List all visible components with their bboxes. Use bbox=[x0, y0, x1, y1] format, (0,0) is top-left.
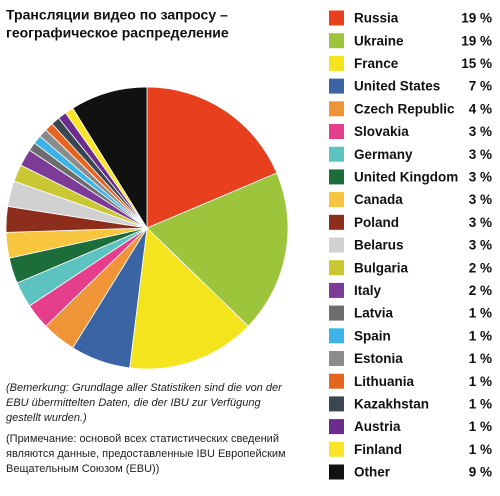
legend-label: Russia bbox=[354, 11, 399, 26]
legend-label: Finland bbox=[354, 442, 402, 457]
legend-swatch bbox=[329, 101, 344, 117]
legend-swatch bbox=[329, 237, 344, 253]
legend-swatch bbox=[329, 373, 344, 389]
legend-label: Spain bbox=[354, 328, 391, 343]
value-label: 2 % bbox=[469, 260, 492, 275]
value-label: 2 % bbox=[469, 283, 492, 298]
legend-swatch bbox=[329, 78, 344, 94]
value-label: 1 % bbox=[469, 306, 492, 321]
value-label: 3 % bbox=[469, 124, 492, 139]
legend-label: Italy bbox=[354, 283, 382, 298]
legend-swatch bbox=[329, 33, 344, 49]
value-label: 1 % bbox=[469, 351, 492, 366]
legend-label: France bbox=[354, 56, 399, 71]
legend-label: Kazakhstan bbox=[354, 396, 429, 411]
legend-label: Germany bbox=[354, 147, 413, 162]
legend-label: Estonia bbox=[354, 351, 403, 366]
legend-label: Latvia bbox=[354, 306, 394, 321]
value-label: 1 % bbox=[469, 442, 492, 457]
legend-label: Austria bbox=[354, 419, 401, 434]
chart-title: Трансляции видео по запросу – bbox=[6, 7, 228, 23]
legend-swatch bbox=[329, 351, 344, 366]
legend-swatch bbox=[329, 419, 344, 435]
value-label: 1 % bbox=[469, 419, 492, 434]
pie-slice bbox=[146, 86, 278, 229]
value-label: 4 % bbox=[469, 101, 492, 116]
value-label: 3 % bbox=[469, 215, 492, 230]
value-label: 19 % bbox=[461, 33, 492, 48]
value-label: 15 % bbox=[461, 56, 492, 71]
pie-slice bbox=[72, 86, 148, 230]
value-label: 1 % bbox=[469, 328, 492, 343]
legend-label: United States bbox=[354, 79, 440, 94]
legend-swatch bbox=[329, 282, 344, 298]
legend-swatch bbox=[329, 146, 344, 162]
legend-swatch bbox=[329, 169, 344, 185]
legend-swatch bbox=[329, 260, 344, 276]
legend-swatch bbox=[329, 328, 344, 344]
value-label: 3 % bbox=[469, 147, 492, 162]
legend-swatch bbox=[329, 305, 344, 321]
legend-swatch bbox=[329, 214, 344, 230]
value-label: 7 % bbox=[469, 79, 492, 94]
legend-swatch bbox=[329, 192, 344, 208]
chart-title: географическое распределение bbox=[6, 25, 229, 41]
legend-label: Ukraine bbox=[354, 33, 404, 48]
value-label: 3 % bbox=[469, 238, 492, 253]
note: (Bemerkung: Grundlage aller Statistiken … bbox=[6, 382, 282, 424]
legend-label: Other bbox=[354, 465, 391, 480]
legend-label: Canada bbox=[354, 192, 403, 207]
value-label: 1 % bbox=[469, 396, 492, 411]
value-label: 3 % bbox=[469, 169, 492, 184]
legend-label: Lithuania bbox=[354, 374, 414, 389]
legend-label: Slovakia bbox=[354, 124, 409, 139]
legend-swatch bbox=[329, 10, 344, 26]
legend-swatch bbox=[329, 124, 344, 139]
legend-label: Poland bbox=[354, 215, 399, 230]
legend-swatch bbox=[329, 464, 344, 480]
value-label: 3 % bbox=[469, 192, 492, 207]
legend-label: Czech Republic bbox=[354, 101, 455, 116]
pie-slice bbox=[129, 227, 249, 370]
value-label: 1 % bbox=[469, 374, 492, 389]
legend-label: Bulgaria bbox=[354, 260, 409, 275]
legend-swatch bbox=[329, 396, 344, 412]
value-label: 9 % bbox=[469, 465, 492, 480]
legend-swatch bbox=[329, 441, 344, 457]
legend-label: United Kingdom bbox=[354, 169, 458, 184]
value-label: 19 % bbox=[461, 11, 492, 26]
legend-label: Belarus bbox=[354, 238, 404, 253]
pie-slice bbox=[146, 172, 289, 327]
note: (Примечание: основой всех статистических… bbox=[6, 433, 286, 475]
legend-swatch bbox=[329, 55, 344, 71]
